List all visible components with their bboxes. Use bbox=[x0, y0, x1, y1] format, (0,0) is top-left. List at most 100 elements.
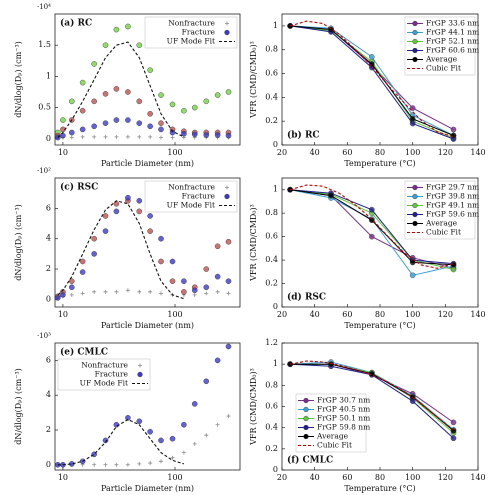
y-axis-label: dN/dlog(Dₚ) (cm⁻³) bbox=[14, 204, 23, 281]
point bbox=[102, 437, 109, 444]
legend-label: FrGP 59.6 nm bbox=[426, 210, 479, 219]
x-tick-label: 140 bbox=[470, 473, 485, 482]
x-tick-label: 60 bbox=[342, 310, 352, 319]
y-tick-label: 0.4 bbox=[265, 92, 278, 101]
x-tick-label: 60 bbox=[342, 473, 352, 482]
point bbox=[113, 117, 120, 123]
legend-label: Nonfracture bbox=[81, 361, 128, 370]
point bbox=[450, 126, 457, 133]
point bbox=[225, 238, 232, 245]
point bbox=[450, 261, 457, 268]
point bbox=[191, 401, 198, 407]
y-tick-label: 0.2 bbox=[265, 444, 278, 453]
legend-label: Fracture bbox=[182, 192, 216, 201]
legend-marker bbox=[412, 20, 418, 27]
point bbox=[60, 292, 66, 298]
legend-label: FrGP 40.5 nm bbox=[317, 405, 370, 414]
point bbox=[214, 92, 221, 98]
legend-box bbox=[57, 358, 151, 391]
point bbox=[450, 266, 457, 273]
legend-marker bbox=[412, 38, 418, 45]
point bbox=[147, 111, 153, 117]
y-tick-label: 0.4 bbox=[265, 255, 278, 264]
point bbox=[103, 289, 108, 294]
series-line bbox=[57, 418, 185, 466]
point bbox=[136, 42, 143, 48]
point bbox=[158, 235, 164, 242]
y-tick-label: 0.8 bbox=[265, 380, 278, 389]
series-line bbox=[290, 184, 454, 269]
x-tick-label: 80 bbox=[375, 148, 385, 157]
x-axis-label: Temperature (°C) bbox=[344, 484, 415, 493]
point bbox=[158, 258, 164, 265]
point bbox=[102, 91, 109, 97]
point bbox=[450, 132, 457, 139]
point bbox=[147, 123, 153, 130]
legend-marker bbox=[303, 406, 309, 413]
point bbox=[450, 435, 457, 442]
legend-label: FrGP 50.1 nm bbox=[317, 414, 370, 423]
point bbox=[102, 120, 109, 126]
point bbox=[181, 289, 187, 295]
x-tick-label: 10 bbox=[58, 310, 68, 319]
legend-label: FrGP 52.1 nm bbox=[426, 37, 479, 46]
point bbox=[158, 120, 164, 126]
legend-label: Cubic Fit bbox=[426, 64, 461, 73]
plot-frame bbox=[54, 177, 241, 308]
point bbox=[226, 414, 231, 419]
point bbox=[148, 289, 153, 294]
x-axis-label: Particle Diameter (nm) bbox=[101, 321, 194, 330]
point bbox=[203, 284, 210, 291]
x-axis-label: Temperature (°C) bbox=[344, 159, 415, 168]
point bbox=[114, 462, 119, 467]
point bbox=[68, 98, 75, 105]
y-tick-label: 1 bbox=[273, 359, 278, 368]
point bbox=[158, 126, 164, 133]
x-tick-label: 20 bbox=[277, 473, 287, 482]
point bbox=[287, 23, 293, 29]
point bbox=[148, 134, 153, 139]
legend-box bbox=[144, 180, 238, 213]
y-tick-label: 0.5 bbox=[38, 103, 51, 112]
legend-marker bbox=[412, 220, 418, 227]
legend-marker bbox=[138, 363, 142, 368]
legend-label: UF Mode Fit bbox=[167, 201, 215, 210]
y-tick-label: 0.8 bbox=[265, 45, 278, 54]
x-tick-label: 10 bbox=[58, 473, 68, 482]
legend-marker bbox=[303, 415, 309, 422]
point bbox=[102, 213, 109, 219]
point bbox=[215, 422, 220, 427]
point bbox=[103, 462, 108, 467]
point bbox=[137, 461, 142, 466]
legend-label: FrGP 29.7 nm bbox=[426, 183, 479, 192]
legend-marker bbox=[137, 371, 143, 378]
point bbox=[79, 126, 86, 133]
point bbox=[92, 289, 97, 294]
panel-title: (a) RC bbox=[60, 18, 92, 29]
point bbox=[369, 206, 375, 213]
point bbox=[450, 419, 457, 426]
y-tick-label: 4 bbox=[46, 234, 51, 243]
y-tick-label: 0 bbox=[273, 140, 278, 149]
point bbox=[125, 117, 131, 123]
x-tick-label: 40 bbox=[310, 310, 320, 319]
point bbox=[158, 92, 164, 98]
y-multiplier: ·10² bbox=[37, 167, 51, 175]
point bbox=[181, 107, 187, 114]
point bbox=[225, 89, 232, 95]
y-tick-label: 0.6 bbox=[265, 402, 278, 411]
legend-marker bbox=[225, 21, 229, 26]
point bbox=[181, 450, 186, 455]
y-tick-label: 1 bbox=[46, 71, 51, 80]
point bbox=[136, 98, 143, 105]
point bbox=[137, 134, 142, 139]
y-tick-label: 6 bbox=[46, 203, 51, 212]
legend-label: FrGP 39.8 nm bbox=[426, 192, 479, 201]
plot-frame bbox=[54, 13, 241, 146]
point bbox=[409, 272, 416, 279]
legend-marker bbox=[412, 193, 418, 200]
point bbox=[204, 433, 209, 438]
